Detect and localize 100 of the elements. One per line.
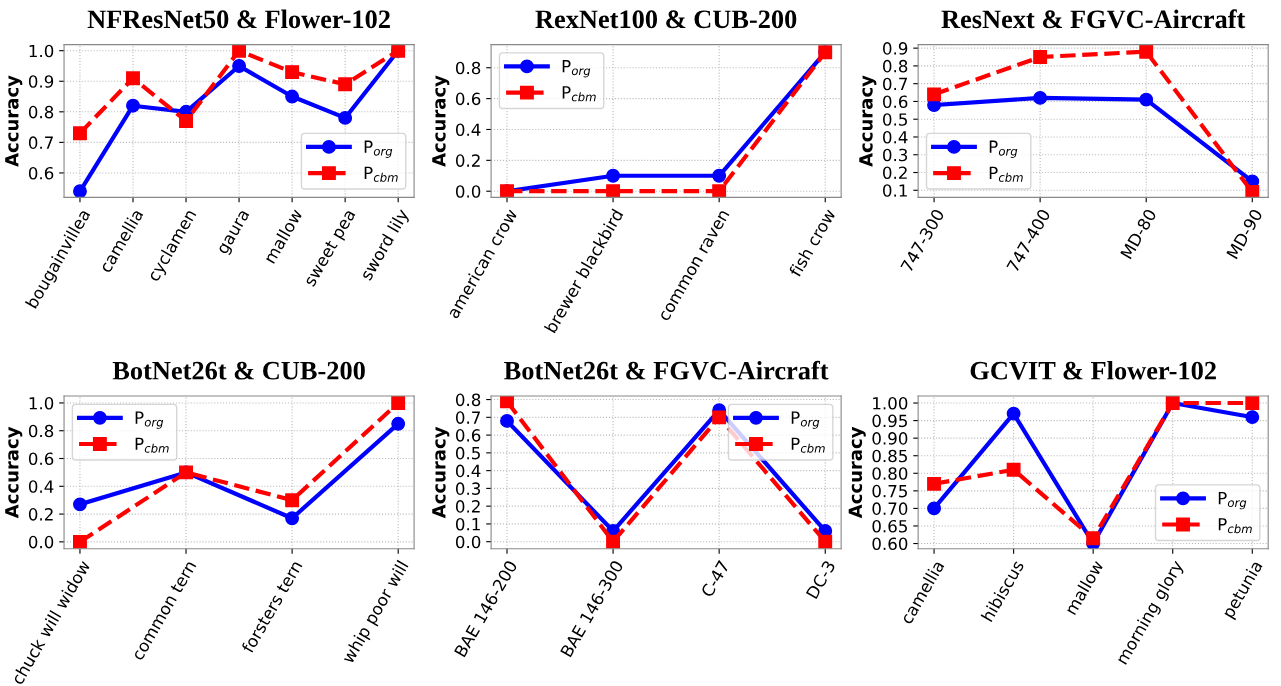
point — [927, 501, 942, 516]
legend-label: P$_{org}$ — [989, 140, 1018, 158]
point — [285, 65, 300, 80]
legend-label: P$_{cbm}$ — [989, 166, 1023, 182]
legend-label: P$_{cbm}$ — [562, 86, 596, 102]
y-tick-label: 0.6 — [455, 92, 481, 106]
y-tick-label: 0.2 — [455, 500, 480, 513]
y-axis-title: Accuracy — [5, 426, 23, 519]
y-axis-title: Accuracy — [5, 75, 23, 167]
y-tick-label: 0.6 — [883, 95, 908, 109]
chart-title: GCVIT & Flower-102 — [970, 361, 1216, 380]
chart-title: ResNext & FGVC-Aircraft — [941, 9, 1246, 29]
point — [232, 59, 247, 73]
point — [1033, 90, 1048, 105]
y-tick-label: 0.9 — [28, 75, 54, 88]
y-tick-label: 0.4 — [28, 480, 54, 493]
point — [1245, 410, 1260, 425]
y-axis-title: Accuracy — [432, 426, 450, 519]
y-tick-label: 0.1 — [883, 184, 907, 197]
y-tick-label: 0.6 — [28, 166, 54, 180]
chart-title: BotNet26t & CUB-200 — [112, 361, 365, 380]
y-tick-label: 0.0 — [455, 535, 481, 549]
chart-title: NFResNet50 & Flower-102 — [87, 9, 390, 29]
y-tick-label: 0.2 — [883, 166, 907, 180]
point — [606, 168, 621, 183]
y-tick-label: 0.70 — [872, 502, 908, 515]
point — [285, 89, 300, 104]
y-tick-label: 0.60 — [872, 537, 908, 551]
point — [73, 126, 87, 141]
point — [232, 44, 247, 58]
y-tick-label: 1.00 — [873, 397, 908, 410]
chart-title: BotNet26t & FGVC-Aircraft — [504, 360, 829, 380]
point — [338, 77, 353, 92]
point — [712, 168, 727, 183]
legend-label: P$_{cbm}$ — [1218, 518, 1252, 534]
y-tick-label: 0.75 — [872, 484, 907, 498]
point — [712, 184, 727, 198]
point — [391, 416, 406, 431]
point — [391, 396, 406, 410]
point — [606, 184, 621, 198]
y-tick-label: 0.4 — [455, 123, 481, 137]
legend-label: P$_{org}$ — [364, 140, 393, 158]
point — [1245, 185, 1260, 198]
legend-label: P$_{org}$ — [562, 60, 591, 78]
point — [73, 534, 87, 549]
y-tick-label: 0.7 — [883, 77, 907, 91]
point — [927, 87, 942, 102]
point — [285, 511, 300, 526]
y-tick-label: 0.5 — [455, 446, 480, 460]
point — [1006, 462, 1021, 477]
point — [285, 493, 300, 508]
y-tick-label: 0.65 — [872, 519, 907, 533]
point — [1139, 44, 1154, 59]
y-tick-label: 0.2 — [28, 508, 53, 521]
y-axis-title: Accuracy — [848, 426, 866, 519]
legend-label: P$_{org}$ — [135, 411, 164, 429]
point — [1139, 92, 1154, 107]
point — [338, 110, 353, 125]
y-tick-label: 0.8 — [883, 59, 908, 73]
y-tick-label: 0.80 — [872, 467, 908, 480]
y-tick-label: 0.4 — [883, 130, 908, 144]
y-tick-label: 0.0 — [28, 535, 54, 549]
y-tick-label: 0.1 — [455, 517, 480, 531]
y-tick-label: 1.0 — [29, 44, 54, 58]
y-tick-label: 0.8 — [28, 105, 54, 119]
point — [126, 98, 140, 113]
legend-label: P$_{cbm}$ — [135, 437, 169, 453]
y-tick-label: 1.0 — [29, 396, 54, 410]
y-tick-label: 0.8 — [28, 424, 54, 438]
point — [927, 476, 942, 491]
point — [73, 497, 87, 512]
chart-title: RexNet100 & CUB-200 — [535, 10, 797, 29]
point — [500, 396, 514, 409]
point — [1086, 531, 1101, 546]
legend-label: P$_{org}$ — [791, 411, 820, 429]
y-tick-label: 0.4 — [455, 464, 481, 478]
y-tick-label: 0.6 — [28, 452, 54, 466]
y-tick-label: 0.0 — [455, 185, 481, 198]
y-tick-label: 0.3 — [883, 148, 908, 162]
legend-label: P$_{cbm}$ — [791, 437, 825, 453]
point — [1033, 50, 1048, 64]
y-tick-label: 0.7 — [28, 136, 53, 149]
legend-label: P$_{org}$ — [1218, 492, 1247, 510]
point — [126, 71, 140, 86]
y-tick-label: 0.95 — [872, 414, 907, 428]
y-tick-label: 0.9 — [883, 42, 908, 55]
point — [712, 410, 727, 425]
point — [73, 184, 87, 198]
legend-label: P$_{cbm}$ — [364, 166, 398, 182]
y-tick-label: 0.6 — [455, 429, 481, 442]
point — [606, 534, 621, 549]
y-tick-label: 0.7 — [455, 411, 480, 424]
y-tick-label: 0.8 — [455, 393, 481, 407]
point — [1006, 406, 1021, 421]
y-tick-label: 0.5 — [883, 113, 907, 126]
y-tick-label: 0.2 — [455, 154, 480, 167]
y-tick-label: 0.3 — [455, 482, 481, 495]
point — [818, 534, 833, 549]
point — [500, 413, 514, 428]
y-axis-title: Accuracy — [859, 75, 877, 167]
